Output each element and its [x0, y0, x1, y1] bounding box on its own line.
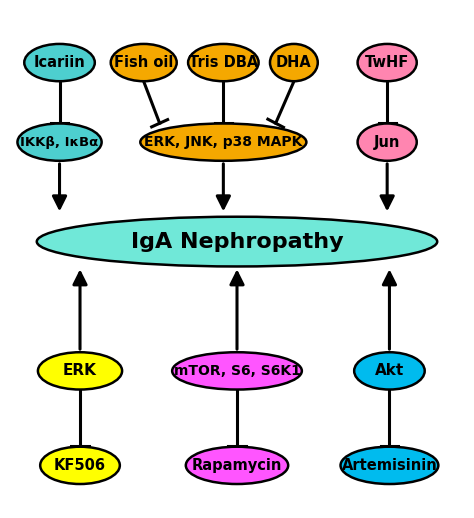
- Text: Akt: Akt: [375, 364, 404, 378]
- Text: ERK, JNK, p38 MAPK: ERK, JNK, p38 MAPK: [144, 135, 302, 149]
- Ellipse shape: [38, 352, 122, 390]
- Ellipse shape: [111, 44, 177, 81]
- Text: ERK: ERK: [63, 364, 97, 378]
- Ellipse shape: [357, 123, 417, 161]
- Ellipse shape: [140, 123, 306, 161]
- Ellipse shape: [40, 447, 120, 484]
- Text: Fish oil: Fish oil: [114, 55, 173, 70]
- Ellipse shape: [357, 44, 417, 81]
- Text: TwHF: TwHF: [365, 55, 409, 70]
- Text: Artemisinin: Artemisinin: [342, 458, 438, 473]
- Ellipse shape: [18, 123, 101, 161]
- Text: DHA: DHA: [276, 55, 312, 70]
- Text: mTOR, S6, S6K1: mTOR, S6, S6K1: [173, 364, 301, 378]
- Ellipse shape: [270, 44, 318, 81]
- Ellipse shape: [340, 447, 438, 484]
- Ellipse shape: [172, 352, 302, 390]
- Text: Jun: Jun: [374, 135, 401, 150]
- Text: Icariin: Icariin: [34, 55, 85, 70]
- Ellipse shape: [186, 447, 288, 484]
- Text: IgA Nephropathy: IgA Nephropathy: [131, 232, 343, 252]
- Ellipse shape: [354, 352, 425, 390]
- Text: IKKβ, IκBα: IKKβ, IκBα: [20, 136, 99, 149]
- Ellipse shape: [24, 44, 95, 81]
- Text: Rapamycin: Rapamycin: [192, 458, 282, 473]
- Text: Tris DBA: Tris DBA: [189, 55, 258, 70]
- Text: KF506: KF506: [54, 458, 106, 473]
- Ellipse shape: [188, 44, 259, 81]
- Ellipse shape: [37, 217, 437, 266]
